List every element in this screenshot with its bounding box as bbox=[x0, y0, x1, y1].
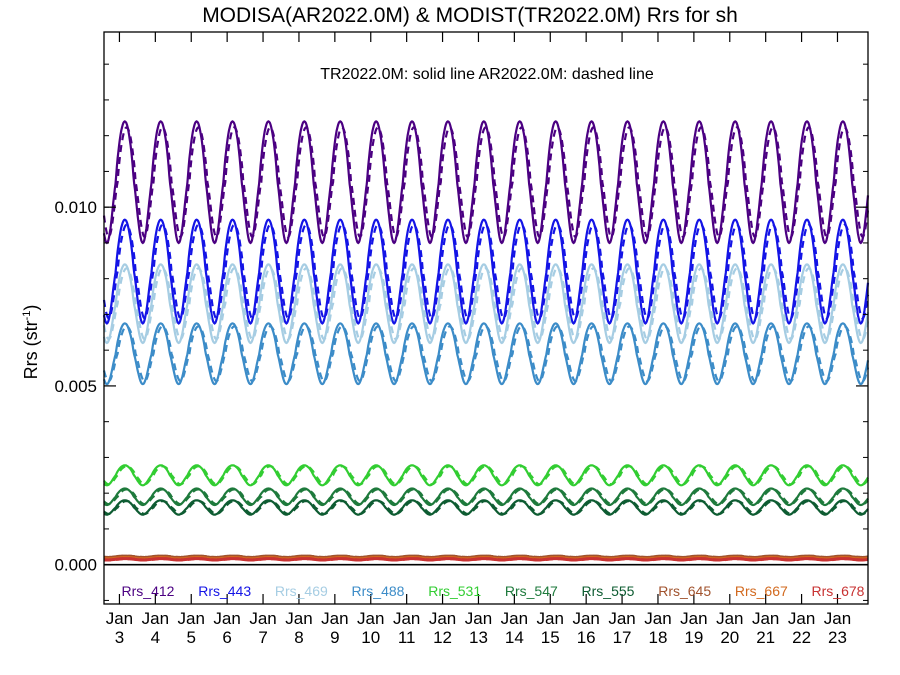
series-rrs-412-dashed bbox=[102, 126, 870, 238]
x-tick-month: Jan bbox=[824, 609, 851, 628]
x-tick-day: 19 bbox=[684, 628, 703, 647]
legend-item-rrs-645: Rrs_645 bbox=[658, 583, 711, 599]
legend-item-rrs-531: Rrs_531 bbox=[428, 583, 481, 599]
x-tick-month: Jan bbox=[142, 609, 169, 628]
legend-item-rrs-469: Rrs_469 bbox=[275, 583, 328, 599]
x-tick-day: 20 bbox=[720, 628, 739, 647]
x-tick-day: 21 bbox=[756, 628, 775, 647]
x-tick-month: Jan bbox=[716, 609, 743, 628]
series-rrs-531-solid bbox=[103, 464, 869, 487]
series-rrs-488-solid bbox=[102, 322, 870, 386]
y-tick-label: 0.010 bbox=[54, 198, 97, 217]
x-tick-day: 3 bbox=[115, 628, 124, 647]
axes-layer: 0.0100.0050.000Jan3Jan4Jan5Jan6Jan7Jan8J… bbox=[54, 31, 869, 647]
y-tick-label: 0.000 bbox=[54, 556, 97, 575]
x-tick-month: Jan bbox=[644, 609, 671, 628]
legend: Rrs_412 Rrs_443 Rrs_469 Rrs_488 Rrs_531 Rrs_5… bbox=[122, 583, 865, 599]
x-tick-month: Jan bbox=[501, 609, 528, 628]
x-tick-day: 8 bbox=[294, 628, 303, 647]
x-tick-day: 9 bbox=[330, 628, 339, 647]
legend-item-rrs-555: Rrs_555 bbox=[582, 583, 635, 599]
x-tick-day: 13 bbox=[469, 628, 488, 647]
x-tick-day: 10 bbox=[361, 628, 380, 647]
x-tick-day: 6 bbox=[222, 628, 231, 647]
x-tick-day: 14 bbox=[505, 628, 524, 647]
x-tick-day: 5 bbox=[187, 628, 196, 647]
x-tick-month: Jan bbox=[680, 609, 707, 628]
y-axis-label: Rrs (str-1) bbox=[21, 305, 41, 380]
legend-item-rrs-678: Rrs_678 bbox=[812, 583, 865, 599]
y-tick-label: 0.005 bbox=[54, 377, 97, 396]
x-tick-day: 22 bbox=[792, 628, 811, 647]
chart-title: MODISA(AR2022.0M) & MODIST(TR2022.0M) Rr… bbox=[202, 4, 738, 27]
x-tick-month: Jan bbox=[572, 609, 599, 628]
legend-item-rrs-547: Rrs_547 bbox=[505, 583, 558, 599]
x-tick-month: Jan bbox=[213, 609, 240, 628]
series-rrs-469-dashed bbox=[102, 267, 870, 341]
series-rrs-678-dashed bbox=[103, 557, 869, 562]
x-tick-month: Jan bbox=[249, 609, 276, 628]
series-rrs-547-dashed bbox=[103, 488, 869, 506]
series-rrs-469-solid bbox=[102, 263, 870, 345]
x-tick-month: Jan bbox=[321, 609, 348, 628]
x-tick-month: Jan bbox=[357, 609, 384, 628]
x-tick-month: Jan bbox=[393, 609, 420, 628]
legend-item-rrs-412: Rrs_412 bbox=[122, 583, 175, 599]
x-tick-month: Jan bbox=[178, 609, 205, 628]
series-rrs-443-solid bbox=[102, 218, 870, 325]
x-tick-day: 16 bbox=[577, 628, 596, 647]
series-layer bbox=[102, 120, 870, 562]
series-rrs-443-dashed bbox=[102, 223, 870, 320]
x-tick-month: Jan bbox=[788, 609, 815, 628]
x-tick-day: 18 bbox=[649, 628, 668, 647]
legend-item-rrs-667: Rrs_667 bbox=[735, 583, 788, 599]
x-tick-month: Jan bbox=[285, 609, 312, 628]
x-tick-month: Jan bbox=[106, 609, 133, 628]
x-tick-day: 11 bbox=[398, 628, 416, 647]
series-rrs-555-dashed bbox=[103, 500, 869, 516]
x-tick-day: 17 bbox=[613, 628, 632, 647]
x-tick-day: 4 bbox=[151, 628, 160, 647]
line-style-annotation: TR2022.0M: solid line AR2022.0M: dashed … bbox=[320, 66, 654, 83]
series-rrs-547-solid bbox=[103, 487, 869, 507]
x-tick-month: Jan bbox=[537, 609, 564, 628]
x-tick-month: Jan bbox=[465, 609, 492, 628]
x-tick-month: Jan bbox=[608, 609, 635, 628]
x-tick-month: Jan bbox=[429, 609, 456, 628]
x-tick-day: 15 bbox=[541, 628, 560, 647]
series-rrs-488-dashed bbox=[102, 325, 870, 383]
x-tick-day: 7 bbox=[258, 628, 267, 647]
legend-item-rrs-488: Rrs_488 bbox=[352, 583, 405, 599]
x-tick-day: 12 bbox=[433, 628, 452, 647]
legend-item-rrs-443: Rrs_443 bbox=[198, 583, 251, 599]
x-tick-day: 23 bbox=[828, 628, 847, 647]
x-tick-month: Jan bbox=[752, 609, 779, 628]
series-rrs-412-solid bbox=[102, 120, 870, 245]
plot-frame bbox=[103, 31, 869, 605]
